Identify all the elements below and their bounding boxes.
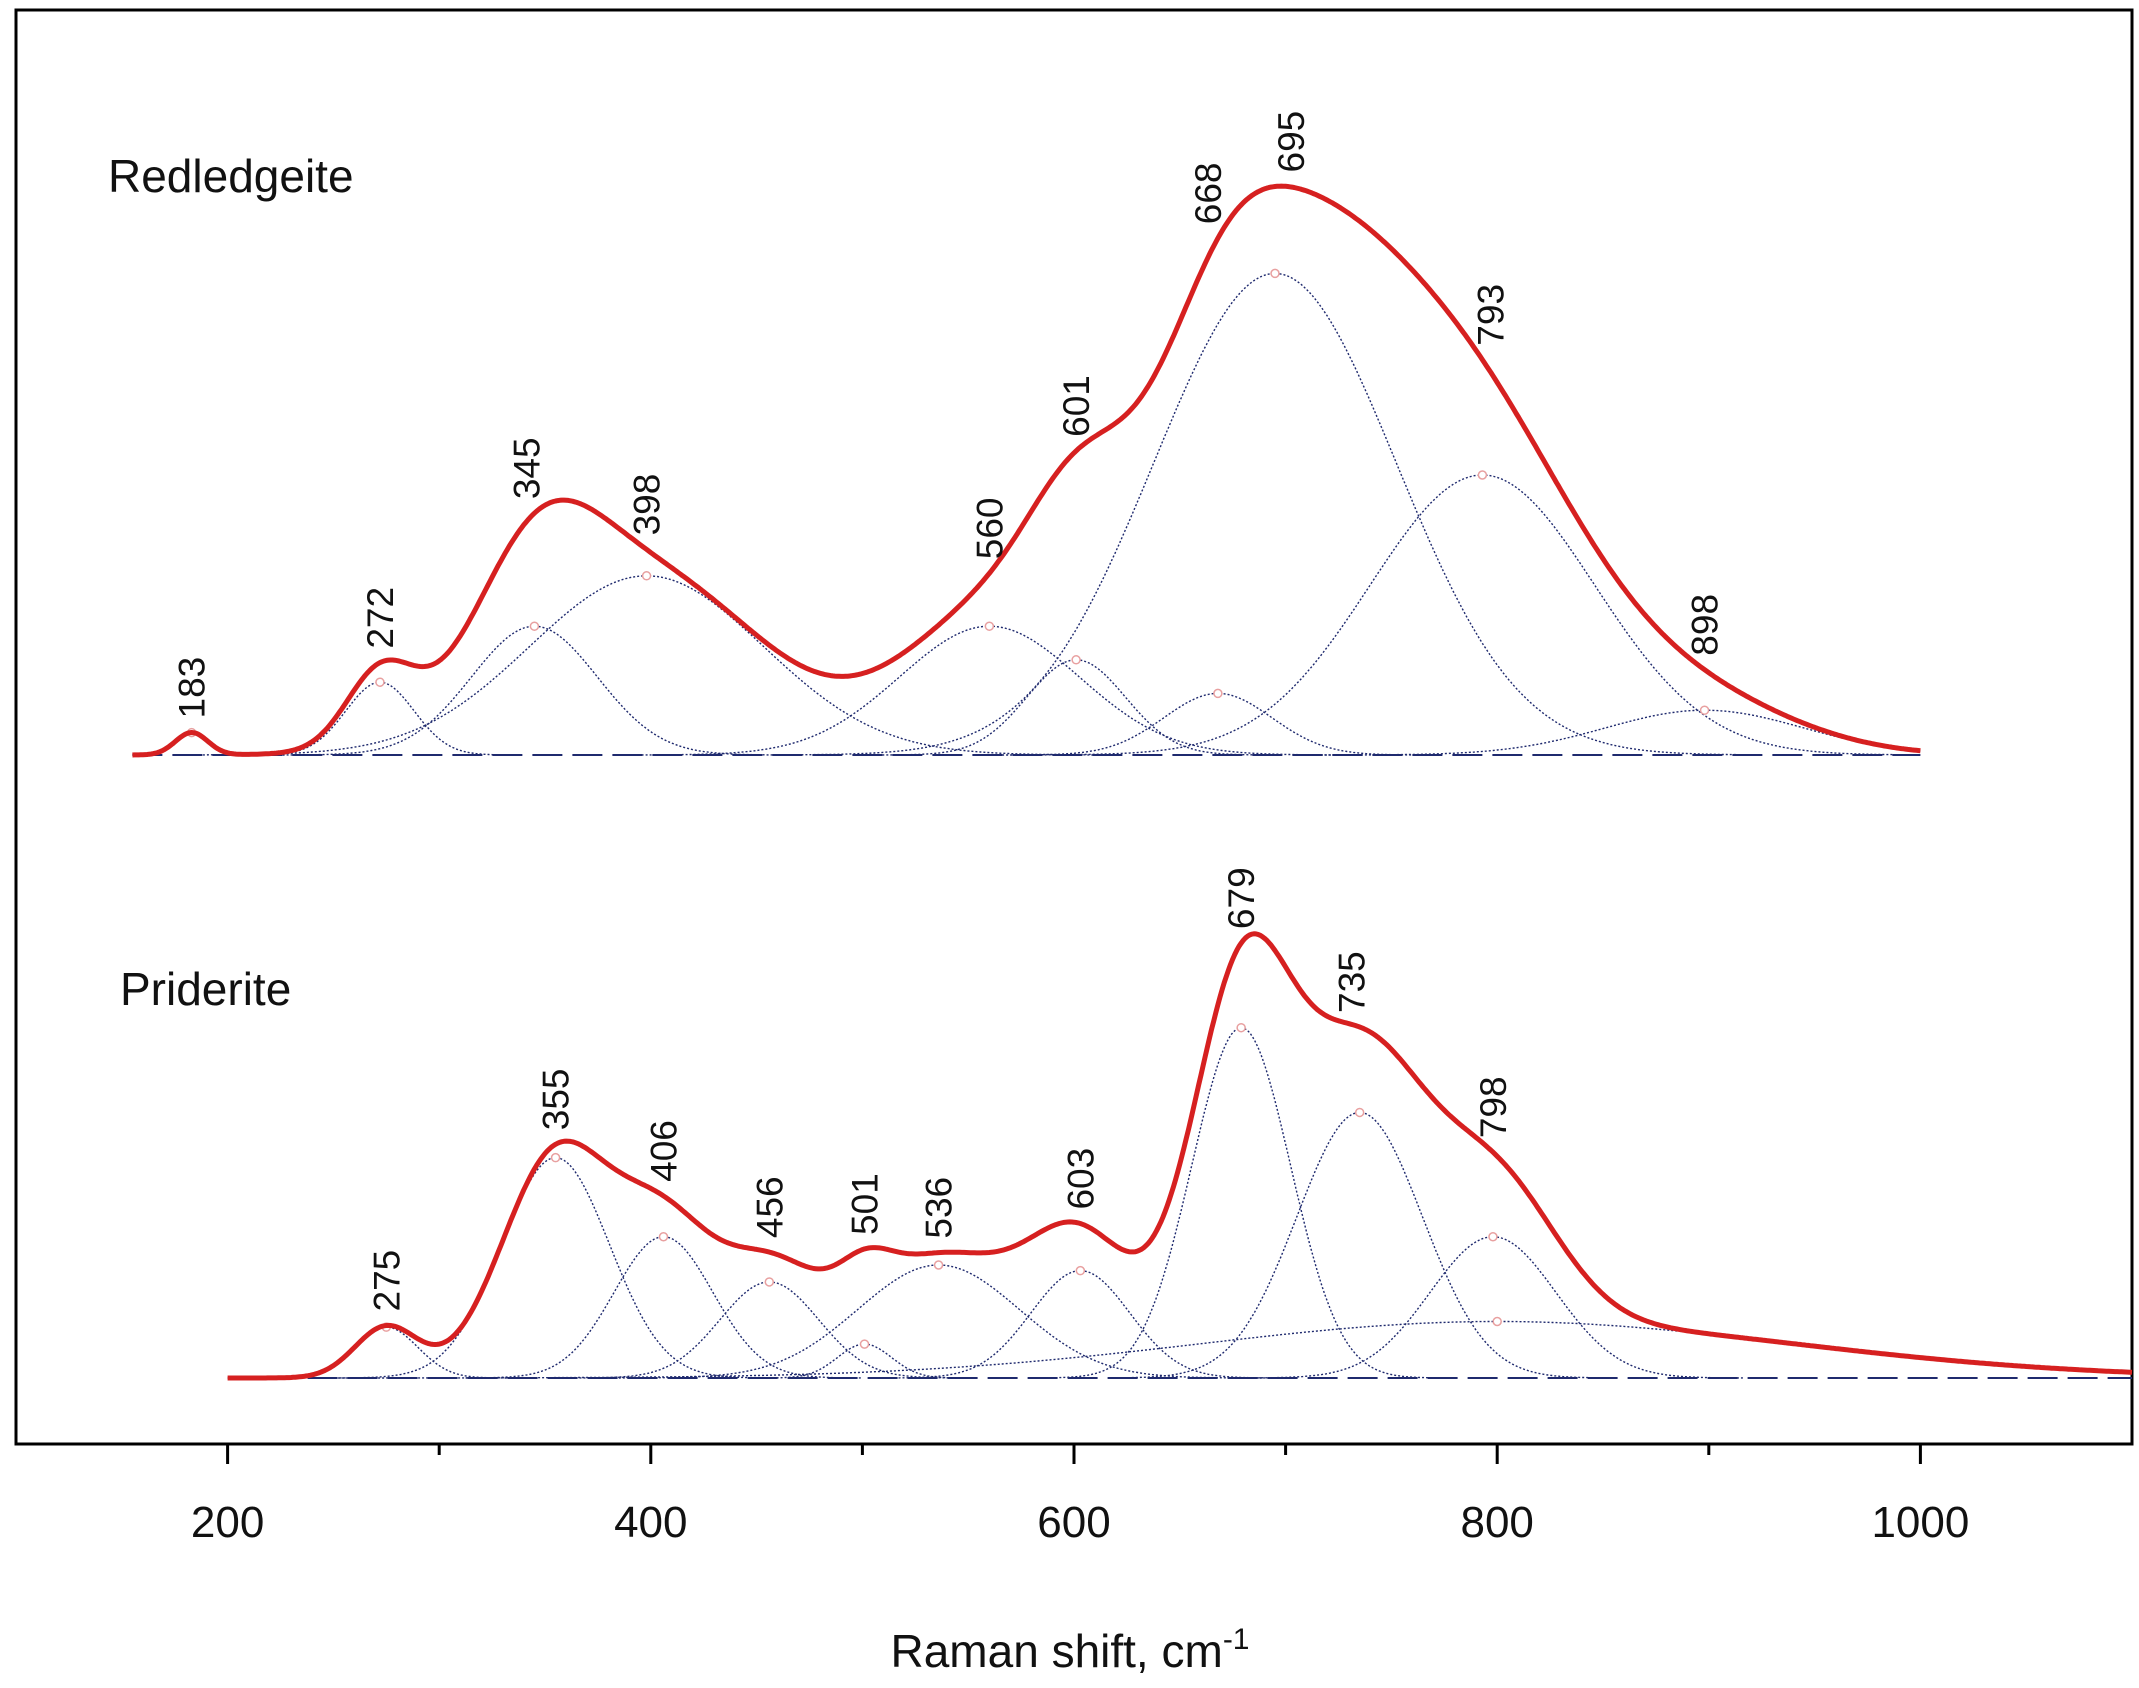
component-peak-marker (1071, 655, 1081, 665)
fit-component-curve (1308, 709, 1921, 756)
peak-position-label: 355 (536, 1069, 577, 1131)
peak-position-label: 798 (1473, 1076, 1514, 1138)
fit-component-curve (465, 1236, 862, 1379)
x-axis-label-text: Raman shift, cm (891, 1625, 1223, 1677)
spectra: Redledgeite 183 272 345 398 560 601 668 695 793 89… (108, 111, 2133, 1381)
peak-position-label: 272 (360, 587, 401, 649)
component-peak-marker (1488, 1232, 1498, 1242)
peak-position-label: 695 (1271, 111, 1312, 173)
peak-position-label: 898 (1685, 594, 1726, 656)
spectrum-title: Priderite (120, 963, 291, 1015)
peak-position-label: 679 (1221, 867, 1262, 929)
component-peak-marker (1477, 470, 1488, 480)
spectrum-priderite: Priderite 275 355 406 456 501 536 603 679 735 798 (120, 867, 2133, 1381)
peak-position-label: 456 (749, 1176, 790, 1238)
fit-component-curve (1002, 692, 1434, 756)
fit-component-curve (260, 1326, 513, 1379)
fit-component-curve (178, 575, 1115, 756)
component-peak-marker (658, 1232, 669, 1242)
peak-position-label: 345 (506, 437, 547, 499)
fit-component-curve (789, 272, 1761, 756)
x-axis-label: Raman shift, cm-1 (891, 1623, 1250, 1677)
component-peak-marker (984, 621, 995, 631)
fit-component-curve (1107, 1111, 1612, 1379)
component-peak-marker (1699, 705, 1710, 715)
x-axis-ticks: 200 400 600 800 1000 (191, 1444, 1969, 1547)
fit-component-curve (339, 1156, 772, 1379)
fit-component-curve (882, 1270, 1279, 1379)
fit-component-curve (1241, 1236, 1745, 1379)
spectrum-envelope-curve (132, 183, 1921, 758)
x-tick-label: 200 (191, 1498, 264, 1547)
component-peak-marker (529, 621, 540, 631)
fit-component-curve (629, 625, 1350, 756)
component-peak-marker (859, 1339, 870, 1349)
peak-position-label: 183 (172, 657, 213, 719)
component-peak-marker (550, 1152, 561, 1163)
spectrum-envelope-curve (227, 931, 2133, 1381)
spectrum-redledgeite: Redledgeite 183 272 345 398 560 601 668 695 793 89… (108, 111, 1921, 758)
fit-component-curve (1032, 474, 1920, 756)
peak-position-label: 275 (366, 1250, 407, 1312)
component-peak-marker (1075, 1265, 1086, 1276)
x-tick-label: 600 (1037, 1498, 1110, 1547)
peak-position-label: 536 (919, 1177, 960, 1239)
x-axis-label-superscript: -1 (1223, 1623, 1250, 1656)
component-peak-marker (1354, 1107, 1365, 1118)
fit-component-curve (614, 1264, 1263, 1379)
peak-position-label: 601 (1056, 375, 1097, 437)
peak-position-label: 793 (1470, 284, 1511, 346)
spectrum-title: Redledgeite (108, 150, 354, 202)
component-peak-marker (933, 1260, 944, 1270)
component-peak-marker (1270, 268, 1280, 279)
x-tick-label: 1000 (1871, 1498, 1969, 1547)
peak-position-label: 406 (643, 1120, 684, 1182)
component-peak-marker (764, 1277, 775, 1287)
x-tick-label: 400 (614, 1498, 687, 1547)
fit-component-curve (282, 625, 787, 756)
fit-component-curve (310, 1320, 2133, 1379)
peak-position-label: 603 (1060, 1148, 1101, 1210)
component-peak-marker (1213, 688, 1223, 699)
component-peak-marker (1492, 1316, 1502, 1327)
component-peak-marker (1236, 1022, 1246, 1033)
component-peak-marker (375, 677, 385, 687)
x-tick-label: 800 (1460, 1498, 1533, 1547)
peak-position-label: 668 (1188, 162, 1229, 224)
fit-component-curve (878, 659, 1274, 756)
component-peak-marker (641, 571, 652, 581)
peak-position-label: 501 (845, 1173, 886, 1235)
peak-position-label: 735 (1332, 951, 1373, 1013)
peak-position-label: 398 (627, 474, 668, 536)
peak-position-label: 560 (969, 498, 1010, 560)
